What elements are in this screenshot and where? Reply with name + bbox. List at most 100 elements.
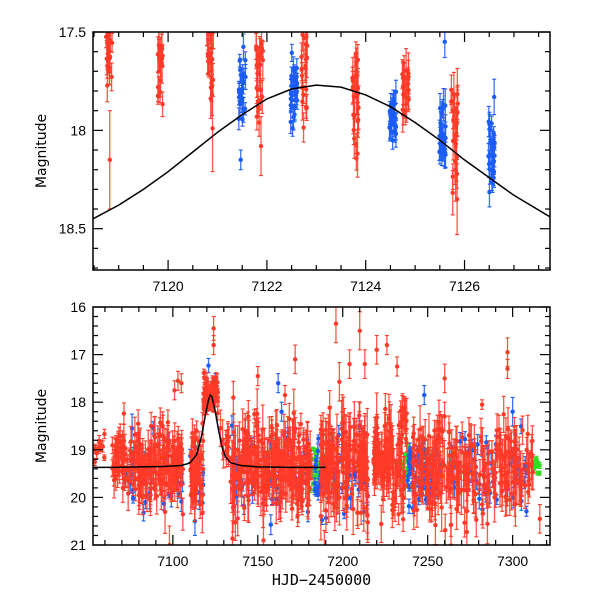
data-point xyxy=(157,25,161,29)
data-point-red xyxy=(137,429,142,469)
data-point-blue xyxy=(292,93,298,121)
data-point-red xyxy=(106,10,110,30)
data-point xyxy=(209,57,215,62)
data-point-red xyxy=(205,38,211,76)
data-point-blue xyxy=(388,115,393,139)
data-point-blue xyxy=(241,71,246,95)
data-point-blue xyxy=(443,88,448,123)
data-point-blue xyxy=(243,63,248,91)
data-point xyxy=(162,509,168,515)
data-point xyxy=(206,363,211,368)
data-point xyxy=(422,392,427,398)
data-point xyxy=(401,75,407,81)
data-point xyxy=(451,117,456,122)
data-point xyxy=(355,119,360,124)
data-point xyxy=(305,25,309,29)
data-point xyxy=(489,121,494,126)
data-point xyxy=(443,103,448,108)
data-point xyxy=(197,478,203,484)
data-point xyxy=(200,492,205,498)
data-point xyxy=(312,480,317,486)
y-tick-label: 18.5 xyxy=(59,221,86,237)
data-point-red xyxy=(105,32,110,60)
data-point-red xyxy=(206,1,210,30)
outlier-point-red xyxy=(453,137,458,202)
data-point xyxy=(443,124,448,129)
x-tick-label: 7120 xyxy=(153,278,184,294)
data-point xyxy=(209,45,214,51)
outlier-point-blue xyxy=(275,373,281,394)
data-point xyxy=(130,482,136,487)
data-point xyxy=(303,87,309,92)
data-point xyxy=(406,74,411,79)
data-point xyxy=(475,442,480,447)
data-point-red xyxy=(160,9,164,28)
data-point xyxy=(180,466,186,472)
data-point xyxy=(258,97,263,103)
data-point-red xyxy=(299,62,305,90)
data-point-red xyxy=(134,431,139,462)
x-axis: 7120 7122 7124 7126 xyxy=(93,32,540,294)
data-point xyxy=(292,104,298,110)
data-point xyxy=(116,454,121,460)
data-point xyxy=(124,457,130,462)
data-point xyxy=(238,157,243,163)
data-point xyxy=(442,39,447,45)
data-point xyxy=(289,50,295,56)
data-point xyxy=(140,479,146,484)
data-point-red xyxy=(304,93,309,121)
data-point xyxy=(315,448,321,454)
data-point xyxy=(291,66,296,71)
data-point-blue xyxy=(406,483,412,492)
data-point xyxy=(491,94,497,100)
data-point xyxy=(439,110,444,116)
bottom-panel: 7100 7150 7200 7250 7300161718192021Magnitud… xyxy=(34,299,551,589)
data-point xyxy=(175,487,180,492)
data-point xyxy=(148,423,154,429)
data-point xyxy=(121,411,127,416)
data-point xyxy=(268,522,274,527)
data-point-red xyxy=(109,32,115,53)
data-point xyxy=(102,431,107,437)
data-point-red xyxy=(253,32,259,60)
data-point xyxy=(105,41,110,46)
data-point xyxy=(158,48,163,54)
data-point-red xyxy=(207,0,211,21)
outlier-point-red xyxy=(353,41,359,66)
data-point xyxy=(355,151,360,156)
data-point xyxy=(134,444,139,449)
data-point-red xyxy=(109,0,113,16)
data-point-red xyxy=(153,454,158,490)
data-point xyxy=(237,101,243,107)
data-point-red xyxy=(449,74,454,106)
top-panel: 7120 7122 7124 7126 17.5 18 18.5 Magnitude xyxy=(34,0,551,294)
data-point xyxy=(102,455,107,460)
data-point xyxy=(279,409,284,414)
data-point xyxy=(205,54,211,59)
y-tick-label: 17.5 xyxy=(59,24,86,40)
data-point xyxy=(164,445,170,451)
model-curve xyxy=(93,84,550,220)
outlier-point-blue xyxy=(422,384,427,406)
data-point xyxy=(104,1,108,5)
data-point xyxy=(136,421,141,426)
data-point-red xyxy=(158,407,163,438)
data-point xyxy=(302,8,306,12)
data-point xyxy=(406,472,412,477)
data-point-red xyxy=(162,490,168,534)
data-point xyxy=(303,24,307,28)
data-point-blue xyxy=(390,102,395,120)
data-point xyxy=(457,439,463,444)
data-point-red xyxy=(200,477,205,513)
data-point xyxy=(305,13,309,17)
data-point xyxy=(352,474,358,479)
data-point xyxy=(93,459,98,465)
data-point xyxy=(125,475,131,480)
data-point xyxy=(165,420,171,425)
data-point xyxy=(491,169,497,175)
data-point xyxy=(487,189,492,195)
data-point-blue xyxy=(237,57,243,83)
y-axis-title: Magnitude xyxy=(34,114,50,188)
data-point xyxy=(160,102,165,107)
